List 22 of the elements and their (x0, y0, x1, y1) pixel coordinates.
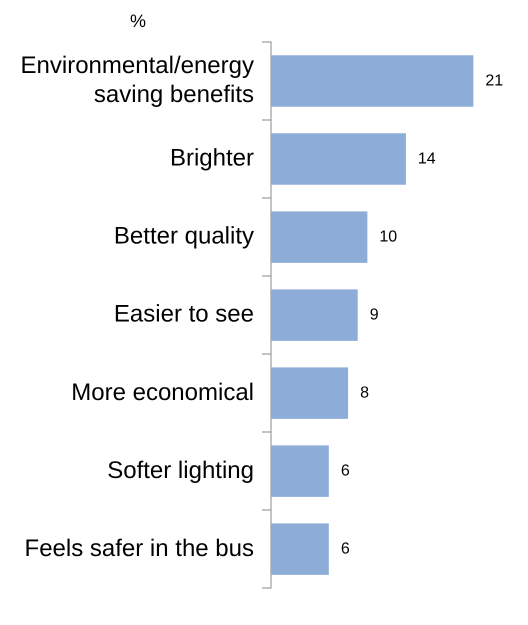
data-label: 6 (340, 462, 350, 480)
data-label: 6 (340, 540, 350, 558)
bar (271, 55, 474, 107)
data-label: 8 (360, 384, 370, 402)
y-tick-label: More economical (71, 378, 254, 406)
bar (271, 289, 358, 341)
chart-title: % (130, 10, 146, 31)
data-label: 9 (370, 306, 379, 324)
y-tick-label: Brighter (170, 144, 254, 172)
bar (271, 445, 329, 497)
bar (271, 133, 406, 185)
bar (271, 367, 348, 419)
data-label: 14 (418, 150, 436, 168)
bar (271, 523, 329, 575)
y-tick-label: Easier to see (114, 300, 254, 328)
y-tick-label: Softer lighting (107, 456, 254, 484)
data-label: 21 (485, 72, 504, 90)
data-label: 10 (379, 228, 398, 246)
bar (271, 211, 368, 263)
y-tick-label: Better quality (114, 222, 254, 250)
y-tick-label: Environmental/energy saving benefits (20, 52, 254, 108)
y-tick-label: Feels safer in the bus (24, 534, 254, 562)
